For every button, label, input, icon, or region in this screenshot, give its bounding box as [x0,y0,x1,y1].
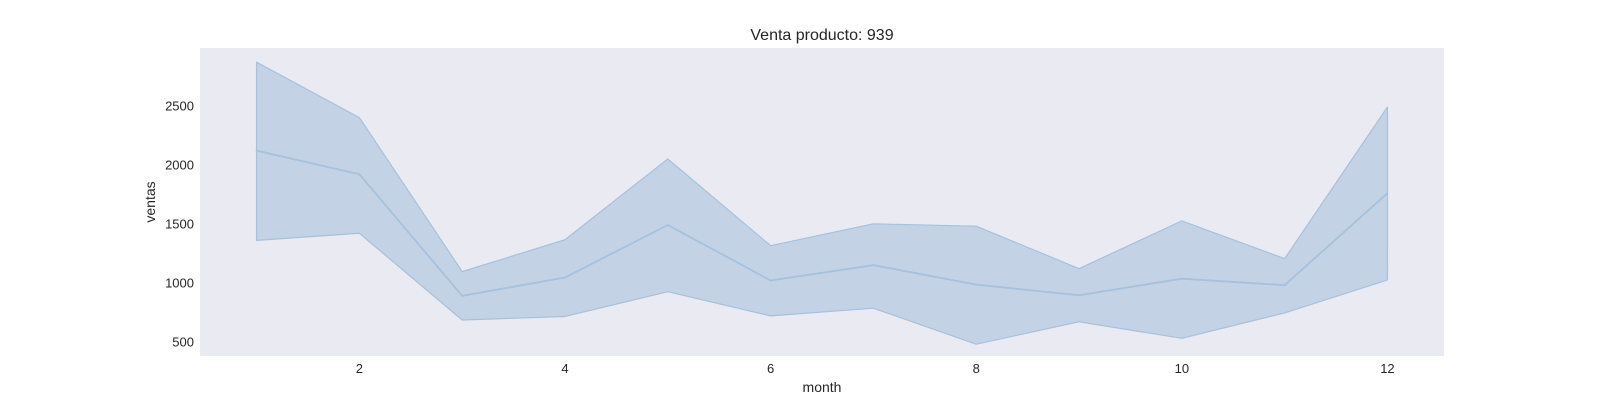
data-point-8 [975,283,978,286]
data-point-4 [564,276,566,279]
data-point-12 [1386,192,1389,195]
data-point-2 [358,173,361,176]
x-tick-label: 2 [356,361,363,376]
data-point-11 [1283,284,1286,287]
y-tick-label: 2500 [165,98,194,113]
data-point-5 [666,224,669,226]
data-point-7 [872,264,875,267]
y-tick-label: 2000 [165,157,194,172]
series-line-layer [255,149,1389,297]
data-point-3 [461,294,464,297]
data-point-6 [769,279,772,282]
series-line-0 [256,149,1389,297]
y-axis-label: ventas [142,181,158,222]
y-tick-label: 500 [172,334,194,349]
x-tick-label: 6 [767,361,774,376]
x-axis-label: month [803,379,842,395]
y-axis-ticks: 500 1000 1500 2000 2500 [165,98,194,349]
data-point-10 [1180,277,1183,280]
confidence-band-0 [255,61,1389,345]
y-tick-label: 1000 [165,275,194,290]
confidence-band-layer [255,61,1389,345]
x-tick-label: 10 [1175,361,1189,376]
y-tick-label: 1500 [165,216,194,231]
data-point-9 [1078,294,1080,297]
data-point-1 [255,149,258,152]
x-tick-label: 12 [1380,361,1394,376]
x-axis-ticks: 2 4 6 8 10 12 [356,361,1395,376]
chart-title: Venta producto: 939 [750,27,893,44]
x-tick-label: 4 [561,361,568,376]
x-tick-label: 8 [973,361,980,376]
